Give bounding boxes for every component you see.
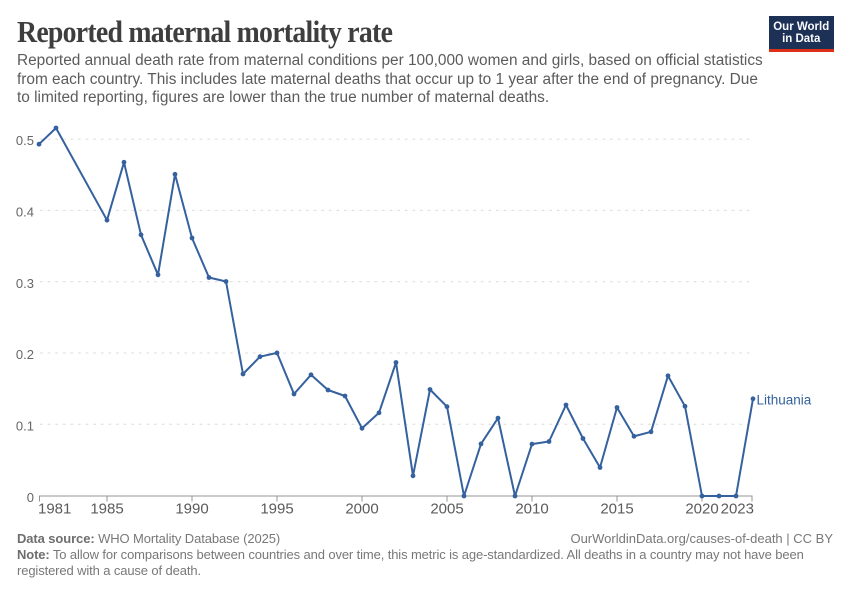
svg-text:1981: 1981: [38, 501, 71, 518]
svg-text:2015: 2015: [600, 501, 633, 518]
svg-text:2000: 2000: [345, 501, 378, 518]
svg-text:0: 0: [27, 490, 34, 505]
svg-text:0.3: 0.3: [16, 276, 34, 291]
svg-text:Lithuania: Lithuania: [757, 393, 812, 408]
svg-text:1990: 1990: [175, 501, 208, 518]
svg-text:1995: 1995: [260, 501, 293, 518]
svg-text:1985: 1985: [90, 501, 123, 518]
svg-text:0.5: 0.5: [16, 133, 34, 148]
svg-text:0.1: 0.1: [16, 418, 34, 433]
svg-text:2005: 2005: [430, 501, 463, 518]
svg-text:2023: 2023: [721, 501, 754, 518]
svg-text:0.4: 0.4: [16, 205, 34, 220]
svg-text:2020: 2020: [685, 501, 718, 518]
svg-text:0.2: 0.2: [16, 347, 34, 362]
svg-text:2010: 2010: [515, 501, 548, 518]
